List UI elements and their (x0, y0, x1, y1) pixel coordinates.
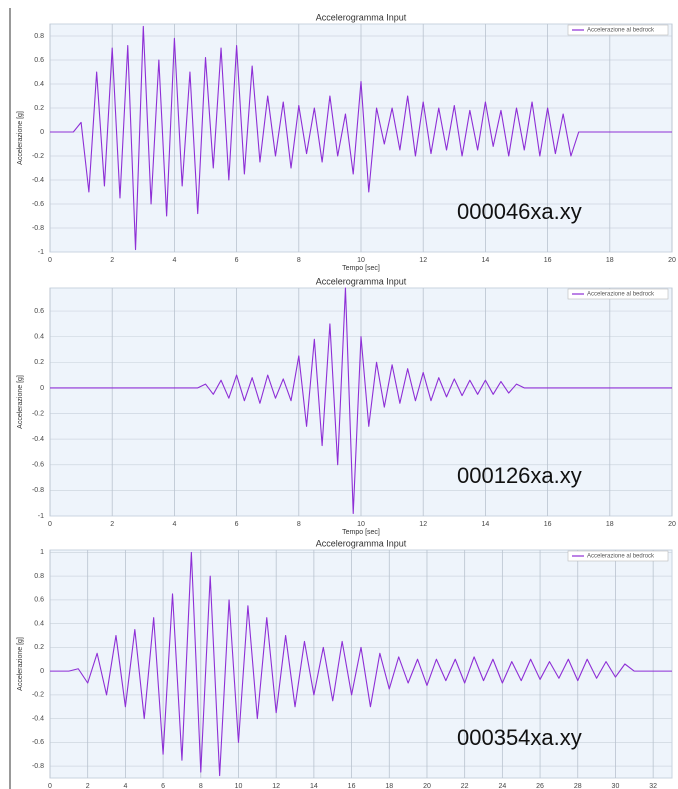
legend-label: Accelerazione al bedrock (587, 292, 655, 298)
y-tick-label: -0.8 (32, 225, 44, 232)
file-annotation: 000046xa.xy (457, 199, 582, 224)
x-tick-label: 4 (172, 521, 176, 528)
y-tick-label: -0.4 (32, 715, 44, 722)
x-tick-label: 26 (536, 783, 544, 789)
x-tick-label: 0 (48, 521, 52, 528)
x-tick-label: 22 (461, 783, 469, 789)
x-tick-label: 14 (482, 521, 490, 528)
x-tick-label: 18 (385, 783, 393, 789)
x-tick-label: 10 (357, 521, 365, 528)
y-tick-label: 0.6 (34, 597, 44, 604)
y-tick-label: 0.4 (34, 81, 44, 88)
chart-title: Accelerogramma Input (316, 276, 407, 286)
x-tick-label: 12 (419, 521, 427, 528)
x-tick-label: 12 (272, 783, 280, 789)
y-tick-label: 0.6 (34, 308, 44, 315)
y-tick-label: 0.8 (34, 33, 44, 40)
y-tick-label: 0.4 (34, 334, 44, 341)
x-tick-label: 2 (110, 257, 114, 264)
data-line (50, 287, 672, 514)
legend-box (567, 24, 669, 36)
plot-area (49, 549, 673, 779)
x-tick-label: 18 (606, 257, 614, 264)
x-tick-label: 20 (668, 257, 676, 264)
y-tick-label: -0.8 (32, 487, 44, 494)
x-tick-label: 10 (235, 783, 243, 789)
y-axis-label: Accelerazione [g] (17, 637, 24, 691)
x-tick-label: 18 (606, 521, 614, 528)
x-tick-label: 16 (544, 521, 552, 528)
x-tick-label: 24 (498, 783, 506, 789)
chart-title: Accelerogramma Input (316, 538, 407, 548)
chart-panel: Accelerogramma Input -0.8 -0.6 -0.4 -0.2 0 0.2… (17, 538, 673, 789)
x-tick-label: 16 (544, 257, 552, 264)
x-tick-label: 0 (48, 783, 52, 789)
data-line (50, 551, 672, 777)
legend-box (567, 288, 669, 300)
y-tick-label: -0.4 (32, 177, 44, 184)
x-tick-label: 0 (48, 257, 52, 264)
y-tick-label: 0.8 (34, 573, 44, 580)
y-tick-label: 0 (40, 129, 44, 136)
y-tick-label: -1 (38, 249, 44, 256)
y-tick-label: -0.2 (32, 153, 44, 160)
chart-title: Accelerogramma Input (316, 12, 407, 22)
x-tick-label: 4 (123, 783, 127, 789)
y-tick-label: 0.2 (34, 644, 44, 651)
x-tick-label: 8 (297, 521, 301, 528)
x-tick-label: 16 (348, 783, 356, 789)
file-annotation: 000126xa.xy (457, 463, 582, 488)
x-tick-label: 4 (172, 257, 176, 264)
file-annotation: 000354xa.xy (457, 725, 582, 750)
x-tick-label: 20 (423, 783, 431, 789)
x-tick-label: 6 (235, 257, 239, 264)
y-tick-label: 0 (40, 385, 44, 392)
y-axis-label: Accelerazione [g] (17, 111, 24, 165)
x-tick-label: 2 (110, 521, 114, 528)
legend-label: Accelerazione al bedrock (587, 28, 655, 34)
y-tick-label: -0.6 (32, 462, 44, 469)
chart-panel: Accelerogramma Input-1-0.8-0.6-0.4-0.200… (17, 276, 676, 535)
y-tick-label: -0.2 (32, 410, 44, 417)
x-tick-label: 8 (297, 257, 301, 264)
x-tick-label: 14 (310, 783, 318, 789)
y-tick-label: -0.8 (32, 763, 44, 770)
data-line (50, 25, 672, 251)
y-tick-label: -0.6 (32, 739, 44, 746)
y-tick-label: -1 (38, 513, 44, 520)
x-axis-label: Tempo [sec] (342, 529, 380, 536)
x-tick-label: 14 (482, 257, 490, 264)
x-tick-label: 28 (574, 783, 582, 789)
y-tick-label: 0.4 (34, 620, 44, 627)
x-axis-label: Tempo [sec] (342, 265, 380, 272)
y-tick-label: -0.6 (32, 201, 44, 208)
y-tick-label: -0.4 (32, 436, 44, 443)
x-tick-label: 30 (612, 783, 620, 789)
x-tick-label: 6 (235, 521, 239, 528)
x-tick-label: 20 (668, 521, 676, 528)
x-tick-label: 6 (161, 783, 165, 789)
legend-label: Accelerazione al bedrock (587, 554, 655, 560)
y-tick-label: 0.2 (34, 359, 44, 366)
y-axis-label: Accelerazione [g] (17, 375, 24, 429)
y-tick-label: 0 (40, 668, 44, 675)
y-tick-label: 0.2 (34, 105, 44, 112)
x-tick-label: 12 (419, 257, 427, 264)
y-tick-label: 1 (40, 549, 44, 556)
y-tick-label: 0.6 (34, 57, 44, 64)
x-tick-label: 10 (357, 257, 365, 264)
x-tick-label: 2 (86, 783, 90, 789)
legend-box (567, 550, 669, 562)
chart-panel: Accelerogramma Input-1-0.8-0.6-0.4-0.200… (17, 12, 676, 271)
x-tick-label: 8 (199, 783, 203, 789)
y-tick-label: -0.2 (32, 692, 44, 699)
x-tick-label: 32 (649, 783, 657, 789)
